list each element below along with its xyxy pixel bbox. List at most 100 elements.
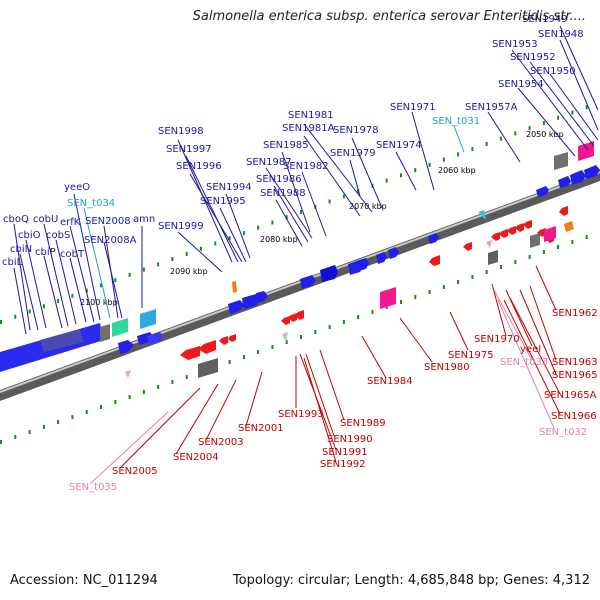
gene-label: SEN1978: [333, 125, 379, 136]
gene-label: SEN1985: [263, 140, 309, 151]
gene-label: SEN1952: [510, 52, 556, 63]
gene-label: SEN_t034: [67, 198, 115, 209]
track-dot: [500, 136, 502, 141]
track-dot: [142, 390, 145, 394]
track-dot: [371, 310, 374, 314]
gene-label: SEN1974: [376, 140, 422, 151]
track-dot: [71, 415, 74, 419]
track-dot: [528, 255, 531, 259]
track-dot: [414, 295, 417, 299]
track-dot: [542, 250, 545, 254]
gene-label: SEN1975: [448, 350, 494, 361]
gene-label: SEN2008A: [84, 235, 137, 246]
gene-label: SEN1990: [327, 434, 373, 445]
track-dot: [285, 215, 288, 220]
gene-label: erfK: [60, 217, 81, 228]
track-dot: [400, 300, 402, 304]
tick-label: 2090 kbp: [170, 267, 208, 276]
track-dot: [357, 315, 360, 319]
gene-label: cbiP: [35, 247, 56, 258]
track-dot: [142, 267, 145, 272]
gene-label: SEN1979: [330, 148, 376, 159]
gene-label: SEN2003: [198, 437, 244, 448]
gene-label: SEN1965A: [544, 390, 597, 401]
track-dot: [28, 309, 31, 314]
gene-label: SEN1981A: [282, 123, 335, 134]
gene-label: SEN1957A: [465, 102, 518, 113]
gene-label: SEN1965: [552, 370, 598, 381]
track-dot: [57, 420, 60, 424]
track-dot: [585, 235, 588, 239]
gene-label: SEN1999: [158, 221, 204, 232]
track-dot: [271, 220, 274, 225]
tick-label: 2060 kbp: [438, 166, 476, 175]
track-dot: [171, 380, 174, 384]
gene-label: SEN1953: [492, 39, 538, 50]
track-dot: [0, 440, 2, 444]
trna-markers: [125, 210, 492, 378]
gene-label: SEN1987: [246, 157, 292, 168]
track-dot: [85, 288, 88, 293]
track-dot: [485, 270, 488, 274]
gene-label: SEN1981: [288, 110, 334, 121]
gene-label: SEN1950: [530, 66, 576, 77]
gene-label: SEN1962: [552, 308, 598, 319]
track-dot: [114, 278, 117, 283]
gene-label: cbiN: [10, 244, 32, 255]
track-dot: [528, 126, 531, 131]
gene-label: SEN1992: [320, 459, 366, 470]
track-dot: [214, 241, 217, 246]
gene-label: SEN1994: [206, 182, 252, 193]
track-dot: [300, 210, 302, 214]
track-dot: [71, 293, 74, 298]
feature-blocks: [100, 141, 594, 378]
track-dot: [157, 262, 160, 267]
gene-label: SEN1966: [551, 411, 597, 422]
gc-skew-track-lower: [0, 235, 588, 444]
gene-label: SEN1991: [322, 447, 368, 458]
track-dot: [557, 115, 560, 120]
track-dot: [328, 325, 331, 329]
gene-label: yeeI: [520, 344, 541, 355]
gene-label: SEN1986: [256, 174, 302, 185]
gene-label: cobU: [33, 214, 58, 225]
gene-label: SEN1995: [200, 196, 246, 207]
track-dot: [128, 395, 131, 399]
track-dot: [228, 360, 231, 364]
track-dot: [271, 345, 274, 349]
gene-label: SEN1970: [474, 334, 520, 345]
gene-label: SEN_t035: [69, 482, 117, 493]
track-dot: [257, 350, 260, 354]
track-dot: [28, 430, 31, 434]
gene-label: SEN1998: [158, 126, 204, 137]
gene-label: cboQ: [3, 214, 29, 225]
track-dot: [114, 400, 117, 404]
track-dot: [342, 194, 345, 199]
accession-label: Accession: NC_011294: [10, 573, 158, 588]
track-dot: [200, 246, 202, 251]
track-dot: [457, 152, 460, 157]
gene-label: cbiO: [18, 230, 41, 241]
gene-label: cobS: [46, 230, 70, 241]
track-dot: [314, 330, 317, 334]
track-dot: [514, 131, 517, 136]
gene-label: yeeO: [64, 182, 90, 193]
track-dot: [257, 225, 260, 230]
track-dot: [471, 275, 474, 279]
gene-label: SEN1954: [498, 79, 544, 90]
track-dot: [14, 435, 17, 439]
gene-label: SEN1989: [340, 418, 386, 429]
gene-label: SEN1963: [552, 357, 598, 368]
forward-cds-track: [0, 165, 600, 372]
gene-label: cbiL: [2, 257, 23, 268]
track-dot: [385, 178, 388, 183]
leader-lines-bottom: [89, 265, 561, 485]
tick-label: 2100 kbp: [80, 298, 118, 307]
track-dot: [171, 257, 174, 262]
gene-label: SEN1982: [283, 161, 329, 172]
gene-label: SEN1988: [260, 188, 306, 199]
gene-label: SEN1948: [538, 29, 584, 40]
track-dot: [542, 121, 545, 125]
track-dot: [571, 110, 574, 115]
track-dot: [185, 251, 188, 256]
